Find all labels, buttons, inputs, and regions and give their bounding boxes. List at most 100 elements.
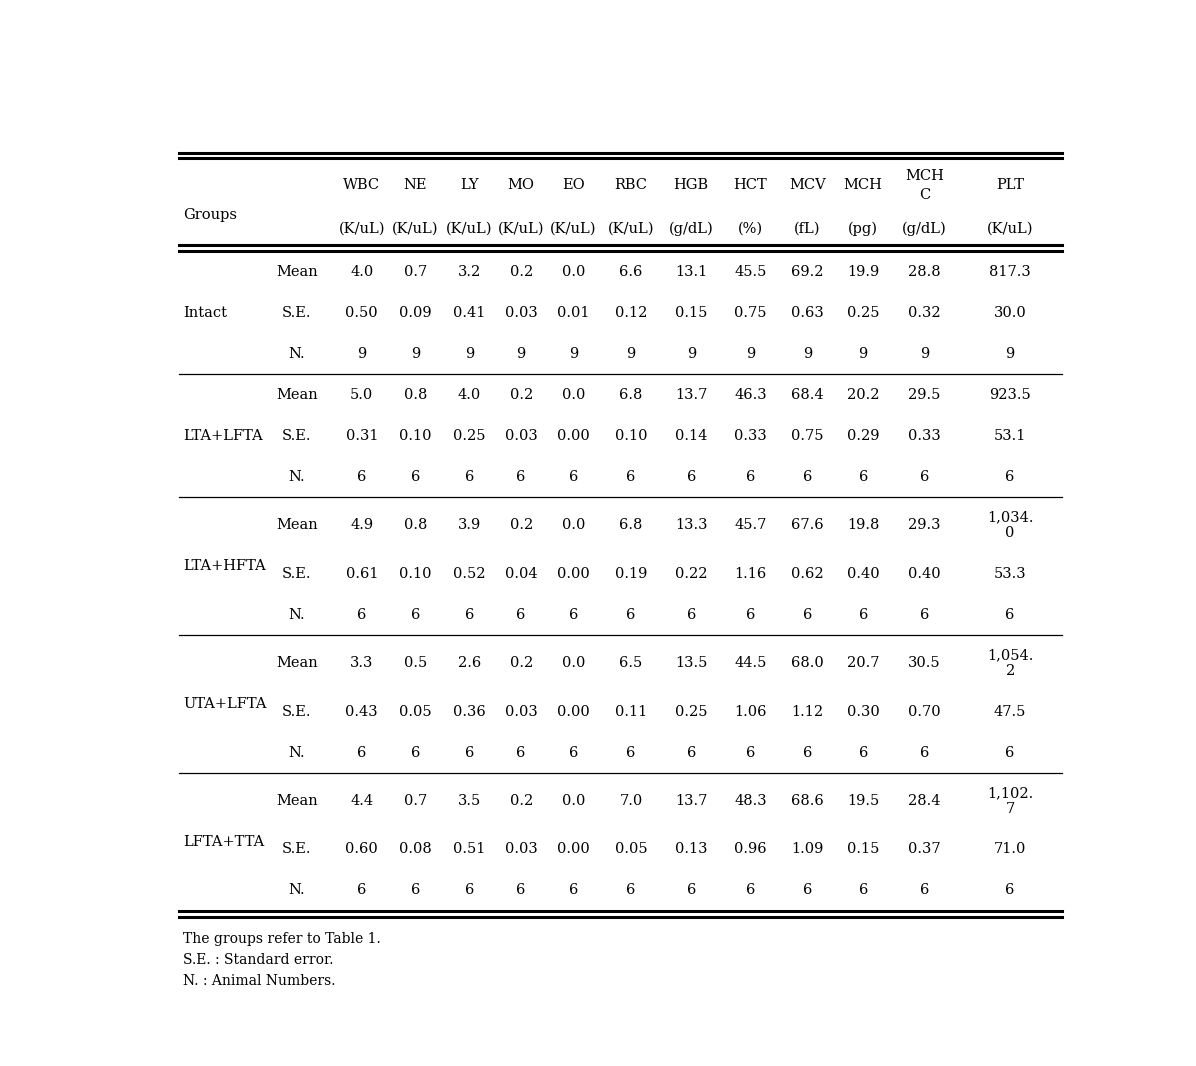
Text: 6: 6 [1006,745,1015,760]
Text: 0.0: 0.0 [562,388,585,402]
Text: 0.09: 0.09 [399,306,432,320]
Text: 46.3: 46.3 [734,388,767,402]
Text: 4.4: 4.4 [350,794,373,808]
Text: 0.63: 0.63 [792,306,824,320]
Text: 6: 6 [687,884,696,898]
Text: N. : Animal Numbers.: N. : Animal Numbers. [183,974,335,988]
Text: 0.2: 0.2 [509,518,532,532]
Text: 0.10: 0.10 [615,429,647,442]
Text: 0.62: 0.62 [792,567,824,581]
Text: S.E.: S.E. [282,842,312,856]
Text: (pg): (pg) [848,222,878,236]
Text: 6.5: 6.5 [620,656,642,671]
Text: 0.05: 0.05 [615,842,647,856]
Text: (g/dL): (g/dL) [902,222,947,236]
Text: 13.7: 13.7 [675,794,708,808]
Text: 0.2: 0.2 [509,794,532,808]
Text: 1,054.
2: 1,054. 2 [987,648,1033,678]
Text: 0.0: 0.0 [562,264,585,278]
Text: MCH: MCH [843,178,883,192]
Text: 0.22: 0.22 [675,567,708,581]
Text: 0.50: 0.50 [346,306,378,320]
Text: 67.6: 67.6 [792,518,824,532]
Text: 47.5: 47.5 [994,705,1026,718]
Text: 6: 6 [411,470,420,484]
Text: 0.43: 0.43 [346,705,378,718]
Text: 20.2: 20.2 [847,388,879,402]
Text: 6: 6 [920,608,929,621]
Text: 9: 9 [465,346,474,360]
Text: 19.9: 19.9 [847,264,879,278]
Text: (K/uL): (K/uL) [608,222,654,236]
Text: 0.2: 0.2 [509,388,532,402]
Text: 0.2: 0.2 [509,656,532,671]
Text: 6: 6 [1006,470,1015,484]
Text: 6: 6 [517,608,526,621]
Text: UTA+LFTA: UTA+LFTA [183,697,267,711]
Text: 6: 6 [803,608,812,621]
Text: MCV: MCV [789,178,826,192]
Text: 0.7: 0.7 [404,794,427,808]
Text: 6: 6 [464,745,474,760]
Text: LY: LY [460,178,478,192]
Text: WBC: WBC [343,178,380,192]
Text: 0.32: 0.32 [908,306,941,320]
Text: 0.61: 0.61 [346,567,378,581]
Text: 0.03: 0.03 [505,429,537,442]
Text: 19.5: 19.5 [847,794,879,808]
Text: 6: 6 [627,884,636,898]
Text: N.: N. [288,470,305,484]
Text: N.: N. [288,745,305,760]
Text: N.: N. [288,884,305,898]
Text: (K/uL): (K/uL) [550,222,597,236]
Text: 1.16: 1.16 [734,567,767,581]
Text: 45.5: 45.5 [734,264,767,278]
Text: 0.25: 0.25 [453,429,486,442]
Text: 0.12: 0.12 [615,306,647,320]
Text: LTA+HFTA: LTA+HFTA [183,560,266,574]
Text: 0.51: 0.51 [453,842,486,856]
Text: 0.04: 0.04 [505,567,537,581]
Text: 1,034.
0: 1,034. 0 [987,511,1033,540]
Text: 6: 6 [803,884,812,898]
Text: 6: 6 [859,884,868,898]
Text: 0.05: 0.05 [399,705,432,718]
Text: S.E.: S.E. [282,306,312,320]
Text: 6: 6 [517,745,526,760]
Text: The groups refer to Table 1.: The groups refer to Table 1. [183,932,380,946]
Text: 0.40: 0.40 [908,567,941,581]
Text: 0.08: 0.08 [399,842,432,856]
Text: C: C [919,189,930,203]
Text: 0.41: 0.41 [453,306,486,320]
Text: 0.36: 0.36 [453,705,486,718]
Text: 6: 6 [1006,608,1015,621]
Text: 6: 6 [920,884,929,898]
Text: 3.9: 3.9 [458,518,481,532]
Text: 0.37: 0.37 [908,842,941,856]
Text: 0.13: 0.13 [675,842,708,856]
Text: 6: 6 [627,745,636,760]
Text: 68.4: 68.4 [792,388,824,402]
Text: 6: 6 [859,470,868,484]
Text: NE: NE [404,178,427,192]
Text: S.E.: S.E. [282,429,312,442]
Text: 0.7: 0.7 [404,264,427,278]
Text: 0.33: 0.33 [734,429,767,442]
Text: 30.0: 30.0 [994,306,1026,320]
Text: (K/uL): (K/uL) [498,222,544,236]
Text: 0.01: 0.01 [557,306,590,320]
Text: 0.14: 0.14 [675,429,708,442]
Text: 6: 6 [464,470,474,484]
Text: 4.0: 4.0 [350,264,373,278]
Text: 0.00: 0.00 [557,567,590,581]
Text: 6: 6 [687,470,696,484]
Text: (K/uL): (K/uL) [338,222,385,236]
Text: 28.4: 28.4 [908,794,940,808]
Text: 0.15: 0.15 [675,306,708,320]
Text: Mean: Mean [276,518,318,532]
Text: (K/uL): (K/uL) [987,222,1033,236]
Text: 6: 6 [859,745,868,760]
Text: 9: 9 [746,346,755,360]
Text: 53.3: 53.3 [994,567,1026,581]
Text: 20.7: 20.7 [847,656,879,671]
